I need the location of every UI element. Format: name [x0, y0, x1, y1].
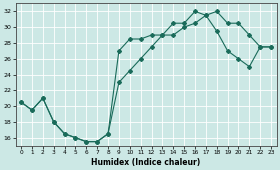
X-axis label: Humidex (Indice chaleur): Humidex (Indice chaleur) [92, 158, 201, 167]
